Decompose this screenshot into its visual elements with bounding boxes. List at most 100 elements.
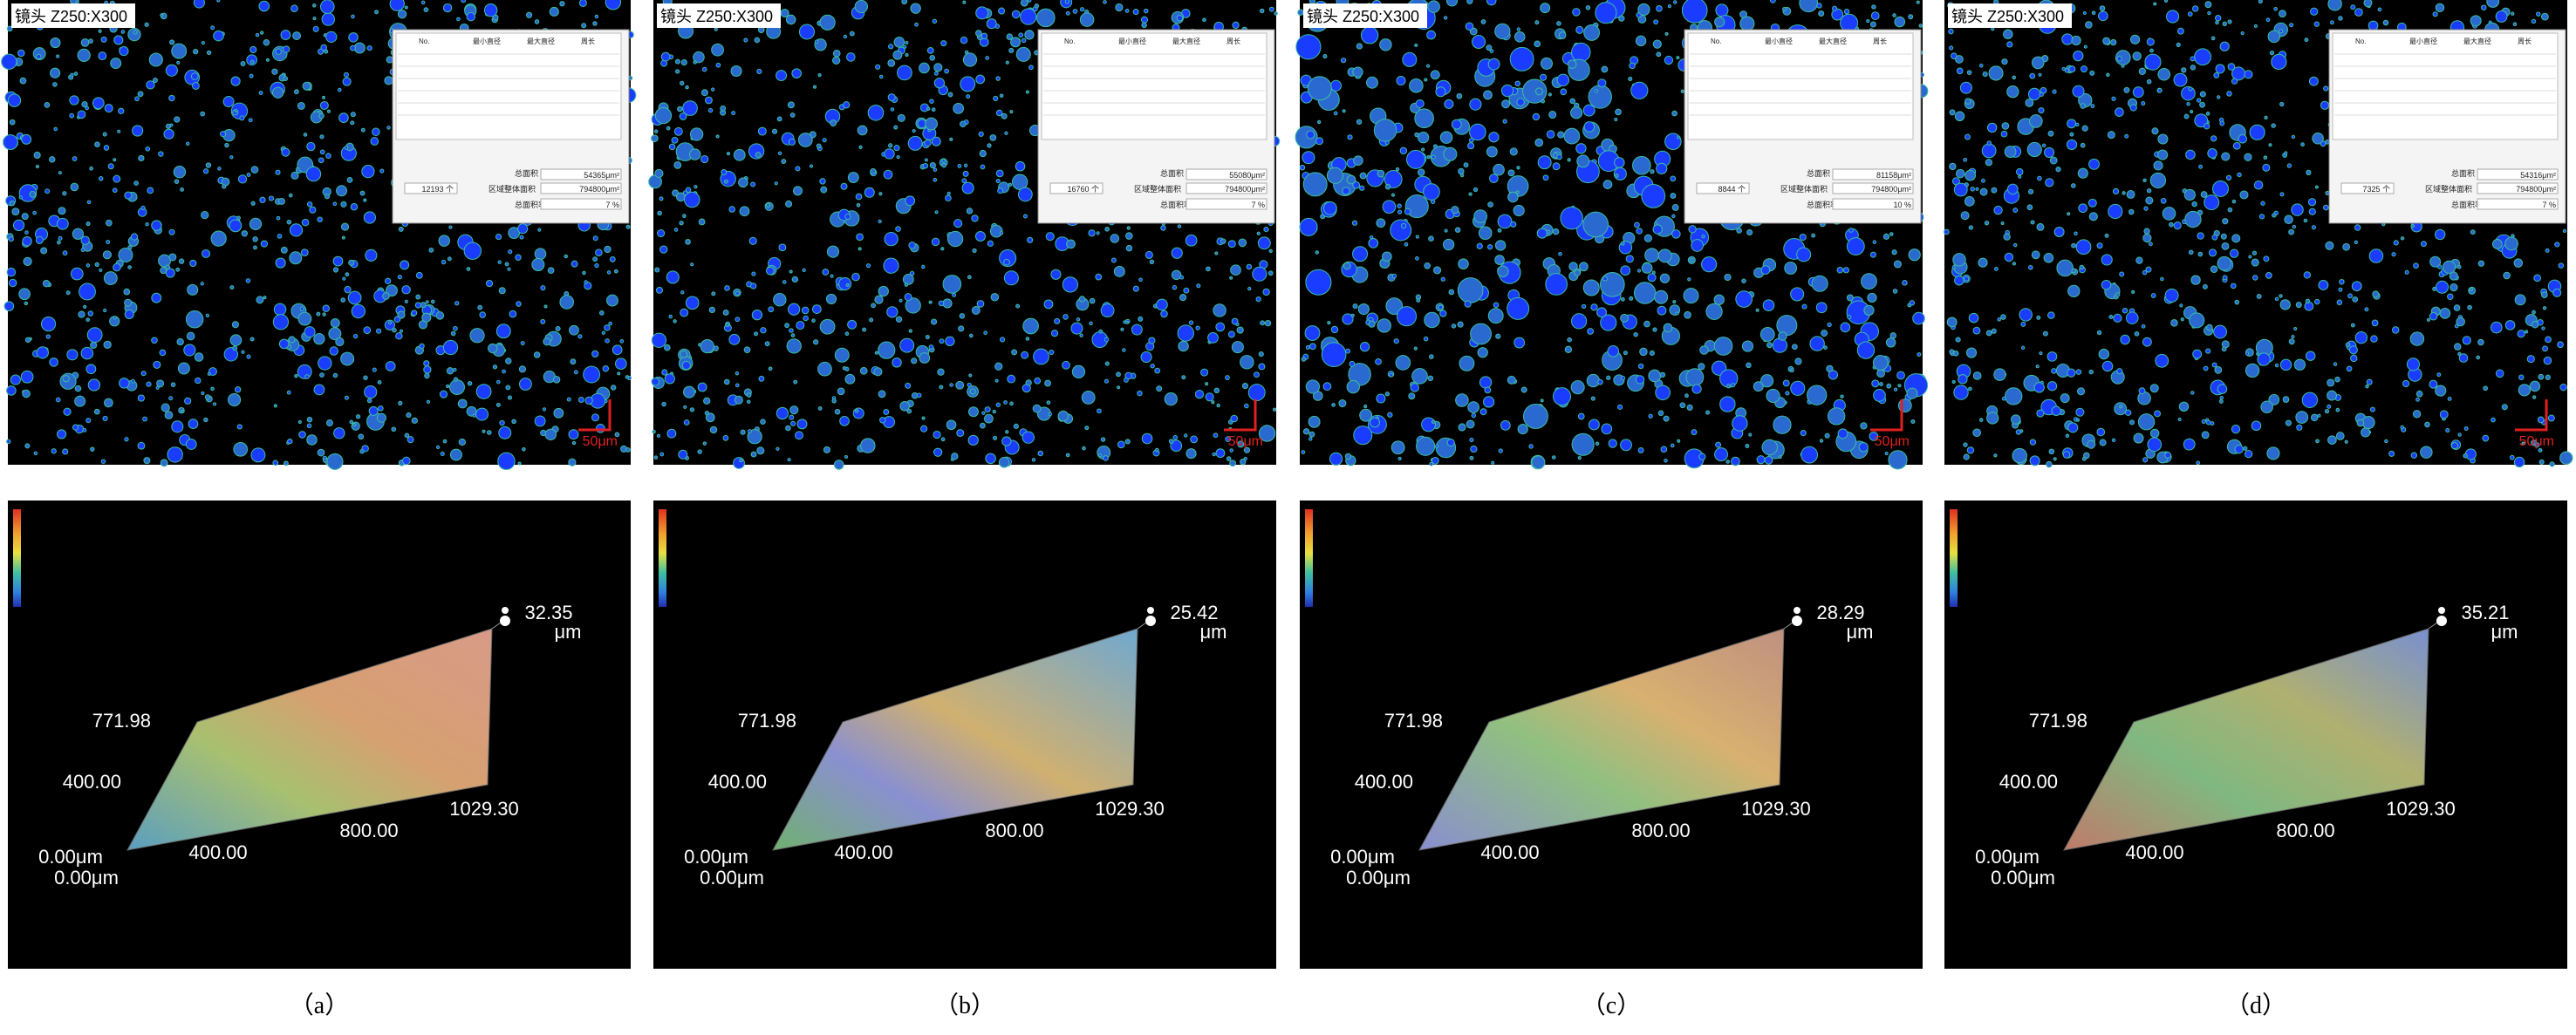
particle bbox=[789, 405, 799, 415]
particle bbox=[2196, 460, 2200, 466]
particle bbox=[1664, 55, 1674, 65]
particle bbox=[2512, 22, 2518, 26]
particle bbox=[495, 234, 502, 241]
particle bbox=[1171, 247, 1183, 259]
particle bbox=[714, 27, 718, 31]
particle bbox=[1755, 308, 1759, 312]
particle bbox=[2549, 461, 2555, 467]
particle bbox=[768, 306, 775, 313]
particle bbox=[680, 350, 688, 358]
particle bbox=[151, 292, 162, 303]
particle bbox=[1513, 204, 1525, 217]
particle bbox=[2051, 405, 2061, 417]
particle bbox=[2132, 51, 2142, 61]
particle bbox=[1635, 35, 1647, 47]
particle bbox=[313, 384, 325, 396]
particle bbox=[385, 361, 396, 371]
particle bbox=[338, 112, 349, 123]
particle bbox=[959, 313, 966, 319]
particle bbox=[1571, 432, 1595, 456]
particle bbox=[1126, 226, 1131, 230]
particle bbox=[98, 51, 107, 61]
particle bbox=[2470, 15, 2482, 27]
particle bbox=[1103, 455, 1109, 461]
particle bbox=[2445, 428, 2450, 433]
particle bbox=[1897, 384, 1902, 388]
particle bbox=[505, 357, 512, 364]
particle bbox=[77, 48, 91, 62]
particle bbox=[1975, 187, 1979, 191]
particle bbox=[2412, 410, 2422, 419]
particle bbox=[134, 96, 140, 102]
particle bbox=[952, 292, 957, 297]
particle bbox=[1590, 303, 1598, 311]
particle bbox=[2292, 224, 2297, 229]
particle bbox=[1870, 11, 1880, 20]
particle bbox=[2012, 447, 2027, 464]
particle bbox=[2083, 44, 2087, 49]
particle bbox=[1746, 362, 1752, 369]
particle bbox=[449, 448, 462, 461]
particle bbox=[1160, 310, 1168, 318]
particle bbox=[2225, 174, 2232, 181]
particle bbox=[298, 431, 306, 439]
particle bbox=[1206, 266, 1211, 272]
particle bbox=[1861, 273, 1877, 290]
particle bbox=[2231, 199, 2237, 204]
particle bbox=[2258, 214, 2265, 220]
particle bbox=[1541, 99, 1546, 104]
particle bbox=[2365, 385, 2369, 389]
particle bbox=[976, 300, 985, 308]
particle bbox=[173, 166, 187, 179]
particle bbox=[625, 375, 630, 379]
particle bbox=[534, 19, 540, 24]
particle bbox=[1556, 21, 1561, 26]
particle bbox=[2279, 299, 2291, 310]
particle bbox=[1497, 228, 1502, 233]
particle bbox=[1007, 374, 1016, 384]
z-marker bbox=[1794, 607, 1800, 614]
particle bbox=[1021, 351, 1029, 359]
particle bbox=[66, 349, 79, 361]
particle bbox=[1480, 19, 1486, 24]
y-tick-label: 771.98 bbox=[1384, 710, 1443, 732]
particle bbox=[1428, 354, 1434, 359]
particle bbox=[2263, 155, 2268, 160]
particle bbox=[1356, 43, 1363, 50]
particle bbox=[811, 318, 816, 323]
particle bbox=[306, 416, 313, 423]
particle bbox=[2214, 15, 2222, 22]
particle bbox=[1759, 327, 1775, 342]
particle bbox=[336, 185, 348, 197]
particle bbox=[1154, 367, 1161, 374]
particle bbox=[1824, 432, 1830, 439]
particle bbox=[785, 425, 791, 432]
particle bbox=[2038, 107, 2045, 114]
particle bbox=[1840, 322, 1851, 333]
particle bbox=[404, 299, 408, 303]
particle bbox=[504, 262, 509, 267]
particle bbox=[1132, 285, 1139, 292]
particle bbox=[612, 344, 623, 356]
particle bbox=[236, 424, 243, 430]
particle bbox=[1715, 441, 1722, 448]
particle bbox=[2227, 19, 2232, 24]
particle bbox=[2391, 252, 2396, 257]
particle bbox=[1534, 20, 1540, 25]
particle bbox=[1522, 78, 1548, 104]
particle bbox=[1509, 147, 1518, 156]
particle bbox=[711, 43, 724, 57]
particle bbox=[689, 407, 695, 412]
particle bbox=[2317, 413, 2321, 418]
particle bbox=[896, 155, 900, 160]
particle bbox=[2137, 413, 2156, 431]
particle bbox=[657, 210, 662, 216]
particle bbox=[776, 446, 780, 451]
particle bbox=[925, 335, 930, 340]
particle bbox=[2128, 419, 2135, 426]
particle bbox=[302, 81, 311, 91]
colorbar bbox=[659, 509, 666, 607]
particle bbox=[1663, 415, 1670, 422]
particle bbox=[906, 408, 912, 414]
particle bbox=[1816, 3, 1822, 9]
